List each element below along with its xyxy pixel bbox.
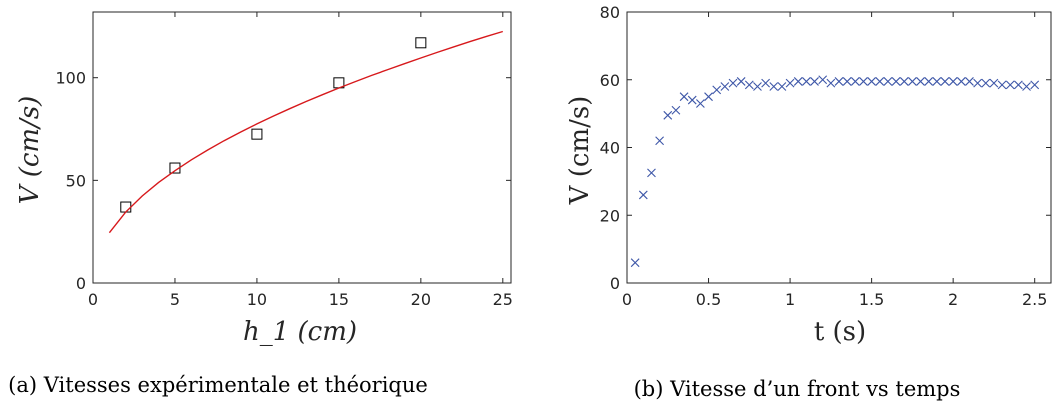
data-point-x [1022,82,1031,91]
y-tick-label: 100 [55,69,86,88]
data-point-x [801,77,811,86]
data-point-x [826,78,836,88]
y-tick-label: 0 [610,274,620,293]
panel-caption: (a) Vitesses expérimentale et théorique [8,373,428,397]
x-tick-label: 10 [247,290,267,309]
x-axis-label: t (s) [814,317,866,347]
data-point-x [981,78,991,88]
data-point-x [704,92,713,102]
data-point-x [973,78,983,88]
data-point-x [638,190,648,200]
y-tick-label: 40 [600,139,620,158]
data-point-x [793,77,803,86]
data-point-x [663,110,673,120]
panel-a: 0 5 10 15 20 25 0 50 100 h_1 (cm) V (cm/s) (a) Vite… [8,11,513,397]
data-point-x [753,82,762,91]
data-point-x [744,80,754,90]
x-tick-label: 15 [329,290,349,309]
data-point-x [761,78,771,88]
panel-caption: (b) Vitesse d’un front vs temps [634,377,961,401]
data-point-x [1013,80,1023,90]
plot-frame [626,11,1052,284]
x-axis-label: h_1 (cm) [243,317,357,347]
y-tick-label: 80 [600,3,620,22]
data-point-x [810,77,819,86]
x-tick-label: 0 [88,290,98,309]
data-point-square [120,201,132,213]
y-tick-label: 20 [600,206,620,225]
data-point-x [940,77,950,86]
y-axis-label: V (cm/s) [15,96,45,205]
y-tick-label: 50 [66,171,86,190]
data-point-x [907,77,917,86]
data-point-x [647,168,656,178]
data-point-x [720,82,730,91]
data-point-x [1030,80,1040,90]
data-point-x [671,105,681,115]
y-tick-label: 60 [600,71,620,90]
data-point-x [695,99,705,108]
x-tick-label: 1 [785,290,795,309]
x-tick-label: 25 [493,290,513,309]
data-point-x [785,78,795,88]
data-point-x [867,77,877,86]
data-point-x [883,77,893,86]
data-point-square [251,128,263,140]
data-point-x [736,77,746,86]
data-point-x [728,78,738,88]
data-point-x [916,77,925,86]
data-point-x [997,80,1007,90]
data-point-x [956,77,966,86]
data-point-x [687,95,697,105]
data-point-x [834,77,844,86]
data-point-x [932,77,942,86]
data-point-x [899,77,909,86]
data-point-x [777,82,787,91]
data-point-x [891,77,901,86]
data-point-x [1005,80,1015,90]
data-point-x [948,77,958,86]
data-point-square [415,37,427,49]
data-point-x [842,77,852,86]
plot-frame [92,11,512,284]
data-point-x [989,78,999,88]
data-point-x [924,77,934,86]
x-tick-label: 0 [622,290,632,309]
data-point-x [859,77,868,86]
data-point-x [679,92,689,102]
data-point-x [712,85,722,95]
data-point-x [630,258,640,268]
panel-b: 0 0.5 1 1.5 2 2.5 0 20 40 60 80 t (s) V (cm/s) (b) Vi… [565,3,1052,401]
theory-curve [108,30,504,234]
data-point-x [818,75,828,85]
x-tick-label: 1.5 [859,290,884,309]
x-tick-label: 2 [948,290,958,309]
data-point-x [875,77,885,86]
data-point-x [655,136,665,146]
data-point-x [769,82,779,91]
y-tick-label: 0 [76,274,86,293]
data-point-x [965,77,974,86]
x-tick-label: 0.5 [696,290,721,309]
x-tick-label: 5 [170,290,180,309]
x-tick-label: 2.5 [1022,290,1047,309]
y-axis-label: V (cm/s) [565,96,595,206]
x-tick-label: 20 [411,290,431,309]
data-point-x [850,77,860,86]
